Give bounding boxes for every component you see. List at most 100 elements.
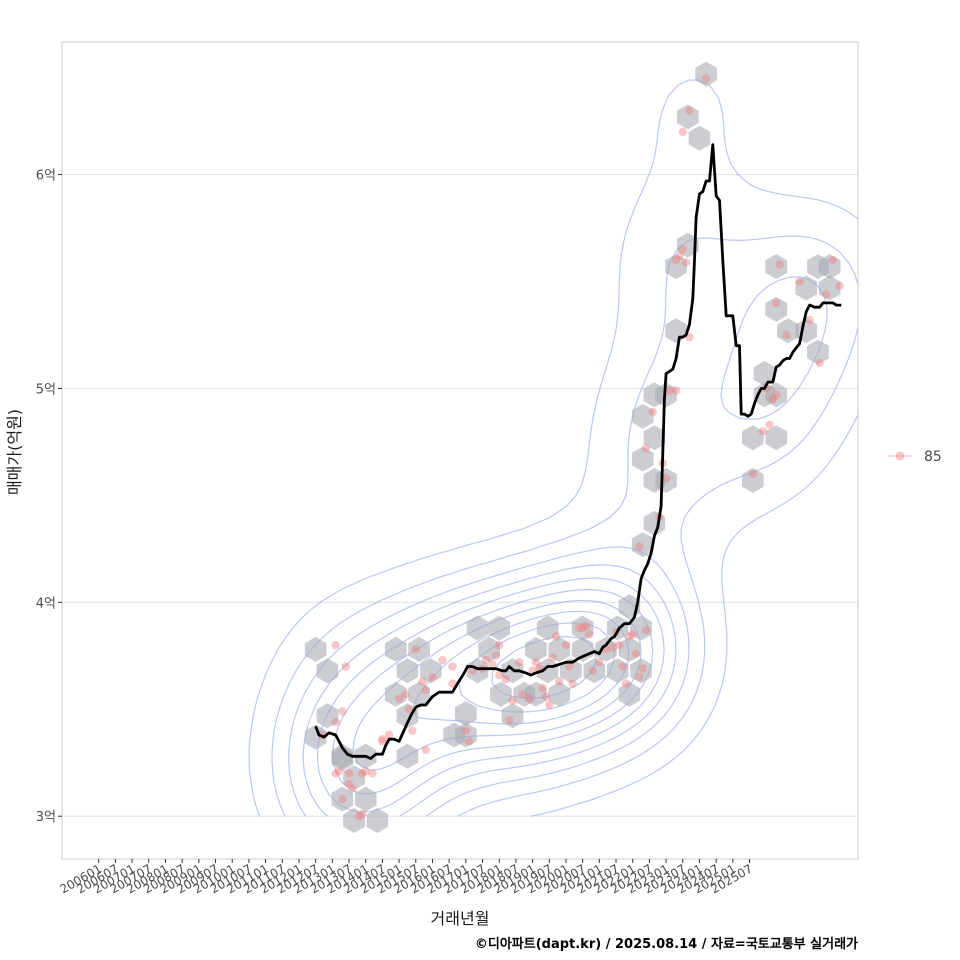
hexbin-cell — [384, 681, 407, 707]
hexbin-cell — [466, 615, 489, 641]
data-point — [615, 640, 624, 650]
caption: ©디아파트(dapt.kr) / 2025.08.14 / 자료=국토교통부 실… — [475, 936, 858, 952]
data-point — [701, 74, 711, 83]
hexbin-cell — [643, 425, 666, 451]
hexbin-cell — [304, 724, 327, 750]
hexbin-cell — [818, 275, 841, 301]
data-point — [428, 673, 437, 682]
data-point — [545, 700, 554, 710]
data-point — [331, 769, 340, 778]
hexbin-cell — [631, 403, 654, 429]
hexbin-cell — [665, 254, 687, 280]
hexbin-cell — [384, 636, 407, 662]
hexbin-cell — [420, 658, 442, 684]
hexbin-cell — [466, 658, 489, 684]
data-point — [588, 666, 597, 675]
x-axis-title: 거래년월 — [431, 909, 490, 928]
legend: 85 — [888, 449, 942, 465]
plot-panel — [61, 41, 859, 860]
data-point — [775, 260, 784, 269]
hexbin-cell — [677, 104, 699, 130]
data-point — [678, 127, 687, 137]
gridlines — [62, 174, 858, 817]
hexbin-cell — [655, 382, 677, 408]
x-axis: 2006012006072007012007072008012008072009… — [58, 859, 755, 897]
hexbin-cell — [606, 658, 629, 684]
data-point — [495, 640, 504, 650]
hexbin-cell — [765, 254, 788, 280]
hexbin-cell — [618, 681, 641, 707]
hexbin-cell — [343, 808, 365, 833]
data-point — [448, 662, 457, 671]
hexbin-cell — [408, 681, 430, 707]
hexbin-cell — [343, 765, 365, 791]
hexbin-cell — [455, 701, 477, 727]
data-point — [344, 779, 354, 789]
data-point — [344, 769, 354, 778]
hexbin-cell — [818, 254, 841, 280]
data-point — [361, 767, 370, 776]
y-axis-title: 매매가(억원) — [5, 409, 24, 495]
data-point — [568, 679, 577, 688]
hexbin-cell — [354, 786, 377, 812]
data-point — [585, 630, 594, 639]
trend-line-layer — [314, 143, 842, 760]
data-point — [495, 670, 504, 680]
data-point — [678, 245, 687, 254]
data-point — [555, 677, 564, 686]
legend-key-point — [895, 451, 905, 461]
data-point — [518, 690, 527, 699]
y-axis: 3억 4억 5억 6억 — [36, 169, 62, 825]
data-point — [641, 444, 651, 453]
data-point — [541, 692, 551, 701]
data-point — [384, 730, 394, 740]
data-point — [348, 784, 357, 793]
data-point — [758, 427, 768, 436]
data-point — [621, 679, 631, 688]
data-point — [625, 632, 634, 641]
hexbin-cell — [631, 446, 654, 472]
data-point — [501, 675, 511, 684]
hexbin-cell — [677, 232, 699, 258]
hexbin-cell — [631, 532, 654, 558]
data-point — [358, 769, 367, 778]
data-point — [338, 707, 347, 716]
data-point — [438, 655, 447, 665]
data-point — [525, 694, 534, 703]
data-point — [835, 281, 844, 291]
data-point — [772, 390, 781, 400]
data-point — [401, 690, 410, 699]
data-point — [578, 623, 587, 633]
density-contour — [302, 564, 677, 817]
hexbin-cell — [478, 636, 500, 662]
hexbin-cell — [396, 743, 419, 769]
hexbin-cell — [501, 703, 524, 729]
data-point — [595, 658, 604, 667]
data-point — [671, 386, 681, 395]
data-point — [408, 726, 417, 735]
hexbin-cell — [366, 808, 389, 833]
data-point — [418, 677, 427, 686]
data-point — [481, 655, 491, 665]
data-point — [448, 679, 457, 688]
data-point — [575, 623, 584, 633]
data-point — [648, 407, 657, 417]
data-point — [394, 694, 404, 703]
data-point — [491, 651, 501, 661]
hexbin-layer — [304, 61, 841, 833]
data-point — [671, 255, 681, 265]
data-point — [334, 767, 344, 776]
data-point — [378, 737, 387, 746]
y-tick-label: 4억 — [36, 596, 56, 611]
hexbin-cell — [560, 658, 582, 684]
data-point — [772, 298, 781, 308]
data-point — [628, 630, 637, 639]
density-contour — [248, 79, 859, 817]
hexbin-cell — [765, 382, 788, 408]
hexbin-cell — [316, 658, 339, 684]
data-point — [464, 737, 474, 746]
hexbin-cell — [536, 615, 559, 641]
data-point — [608, 643, 617, 652]
data-point — [618, 662, 627, 671]
